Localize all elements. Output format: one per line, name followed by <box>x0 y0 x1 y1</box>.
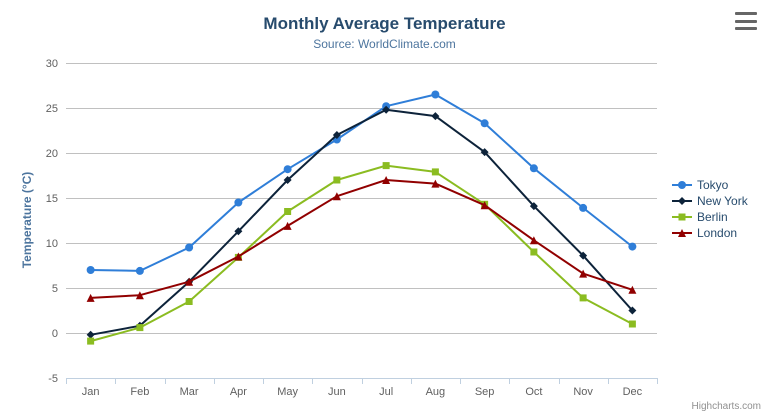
legend-item-new-york[interactable]: New York <box>672 193 748 209</box>
x-axis-label: Dec <box>623 386 643 398</box>
circle-marker <box>628 242 637 251</box>
triangle-marker <box>135 291 144 300</box>
y-axis-label: 0 <box>52 328 58 340</box>
menu-bar-icon <box>735 12 757 15</box>
y-axis-label: 5 <box>52 283 58 295</box>
triangle-marker <box>185 277 194 286</box>
triangle-marker <box>382 176 391 184</box>
series-line <box>89 164 634 343</box>
circle-marker <box>135 266 144 275</box>
legend-item-berlin[interactable]: Berlin <box>672 209 748 225</box>
square-marker <box>678 213 686 221</box>
x-axis-label: Oct <box>525 386 542 398</box>
x-axis-label: Apr <box>230 386 247 398</box>
x-axis-label: Jul <box>379 386 393 398</box>
y-axis-label: 25 <box>46 103 58 115</box>
circle-marker <box>185 243 194 252</box>
circle-marker <box>86 266 95 274</box>
square-legend-icon <box>672 213 692 221</box>
diamond-marker <box>234 227 243 236</box>
chart-subtitle: Source: WorldClimate.com <box>313 37 456 51</box>
y-axis-label: 30 <box>46 58 58 70</box>
diamond-marker <box>86 330 95 339</box>
circle-legend-icon <box>672 181 692 189</box>
x-axis-label: May <box>277 386 298 398</box>
chart-title: Monthly Average Temperature <box>263 14 506 33</box>
circle-marker <box>529 164 538 173</box>
x-axis-label: Jan <box>82 386 100 398</box>
circle-marker <box>579 203 588 212</box>
diamond-marker <box>332 131 341 139</box>
series-london <box>86 176 637 302</box>
credits-link[interactable]: Highcharts.com <box>691 401 761 412</box>
legend-label: New York <box>697 194 748 208</box>
square-marker <box>87 337 95 345</box>
x-axis-label: Mar <box>180 386 199 398</box>
square-marker <box>382 162 390 170</box>
triangle-marker <box>234 252 243 261</box>
series-line <box>89 93 634 272</box>
legend-item-london[interactable]: London <box>672 225 748 241</box>
square-marker <box>284 208 292 215</box>
legend-item-tokyo[interactable]: Tokyo <box>672 177 748 193</box>
legend-label: London <box>697 226 738 240</box>
diamond-marker <box>628 306 637 315</box>
circle-marker <box>678 181 686 189</box>
series-new-york <box>86 105 637 339</box>
circle-marker <box>431 90 440 99</box>
x-axis-label: Sep <box>475 386 495 398</box>
diamond-marker <box>529 202 538 211</box>
menu-bar-icon <box>735 19 757 23</box>
y-axis-label: 15 <box>46 193 58 205</box>
triangle-marker <box>332 192 341 201</box>
square-marker <box>185 298 193 305</box>
square-marker <box>579 294 587 302</box>
x-axis-label: Nov <box>573 386 593 398</box>
x-axis-label: Aug <box>426 386 446 398</box>
context-menu-button[interactable] <box>733 10 759 32</box>
x-axis-label: Jun <box>328 386 346 398</box>
triangle-marker <box>628 285 637 294</box>
diamond-marker <box>283 176 292 184</box>
triangle-marker <box>86 293 95 302</box>
legend: Tokyo New York Berlin London <box>672 177 748 241</box>
legend-label: Tokyo <box>697 178 729 192</box>
diamond-marker <box>579 251 588 260</box>
diamond-marker <box>431 112 440 121</box>
circle-marker <box>234 198 243 207</box>
x-axis-label: Feb <box>130 386 149 398</box>
menu-bar-icon <box>735 27 757 30</box>
y-axis-label: 10 <box>46 238 58 250</box>
square-marker <box>136 324 144 332</box>
triangle-marker <box>480 201 489 210</box>
series-line <box>89 179 634 299</box>
triangle-legend-icon <box>672 229 692 237</box>
diamond-legend-icon <box>672 197 692 205</box>
triangle-marker <box>283 221 292 230</box>
diamond-marker <box>678 197 686 205</box>
diamond-marker <box>382 105 391 114</box>
y-axis-label: 20 <box>46 148 58 160</box>
circle-marker <box>283 165 292 174</box>
y-axis-label: -5 <box>48 373 58 385</box>
legend-label: Berlin <box>697 210 728 224</box>
triangle-marker <box>431 179 440 188</box>
triangle-marker <box>529 236 538 245</box>
series-tokyo <box>86 90 637 275</box>
square-marker <box>431 168 439 176</box>
square-marker <box>530 248 538 256</box>
diamond-marker <box>480 148 489 157</box>
triangle-marker <box>678 229 686 237</box>
circle-marker <box>480 119 489 128</box>
series-line <box>89 108 634 336</box>
triangle-marker <box>579 269 588 278</box>
y-axis-title: Temperature (°C) <box>20 171 34 269</box>
square-marker <box>628 320 636 328</box>
square-marker <box>333 176 341 184</box>
